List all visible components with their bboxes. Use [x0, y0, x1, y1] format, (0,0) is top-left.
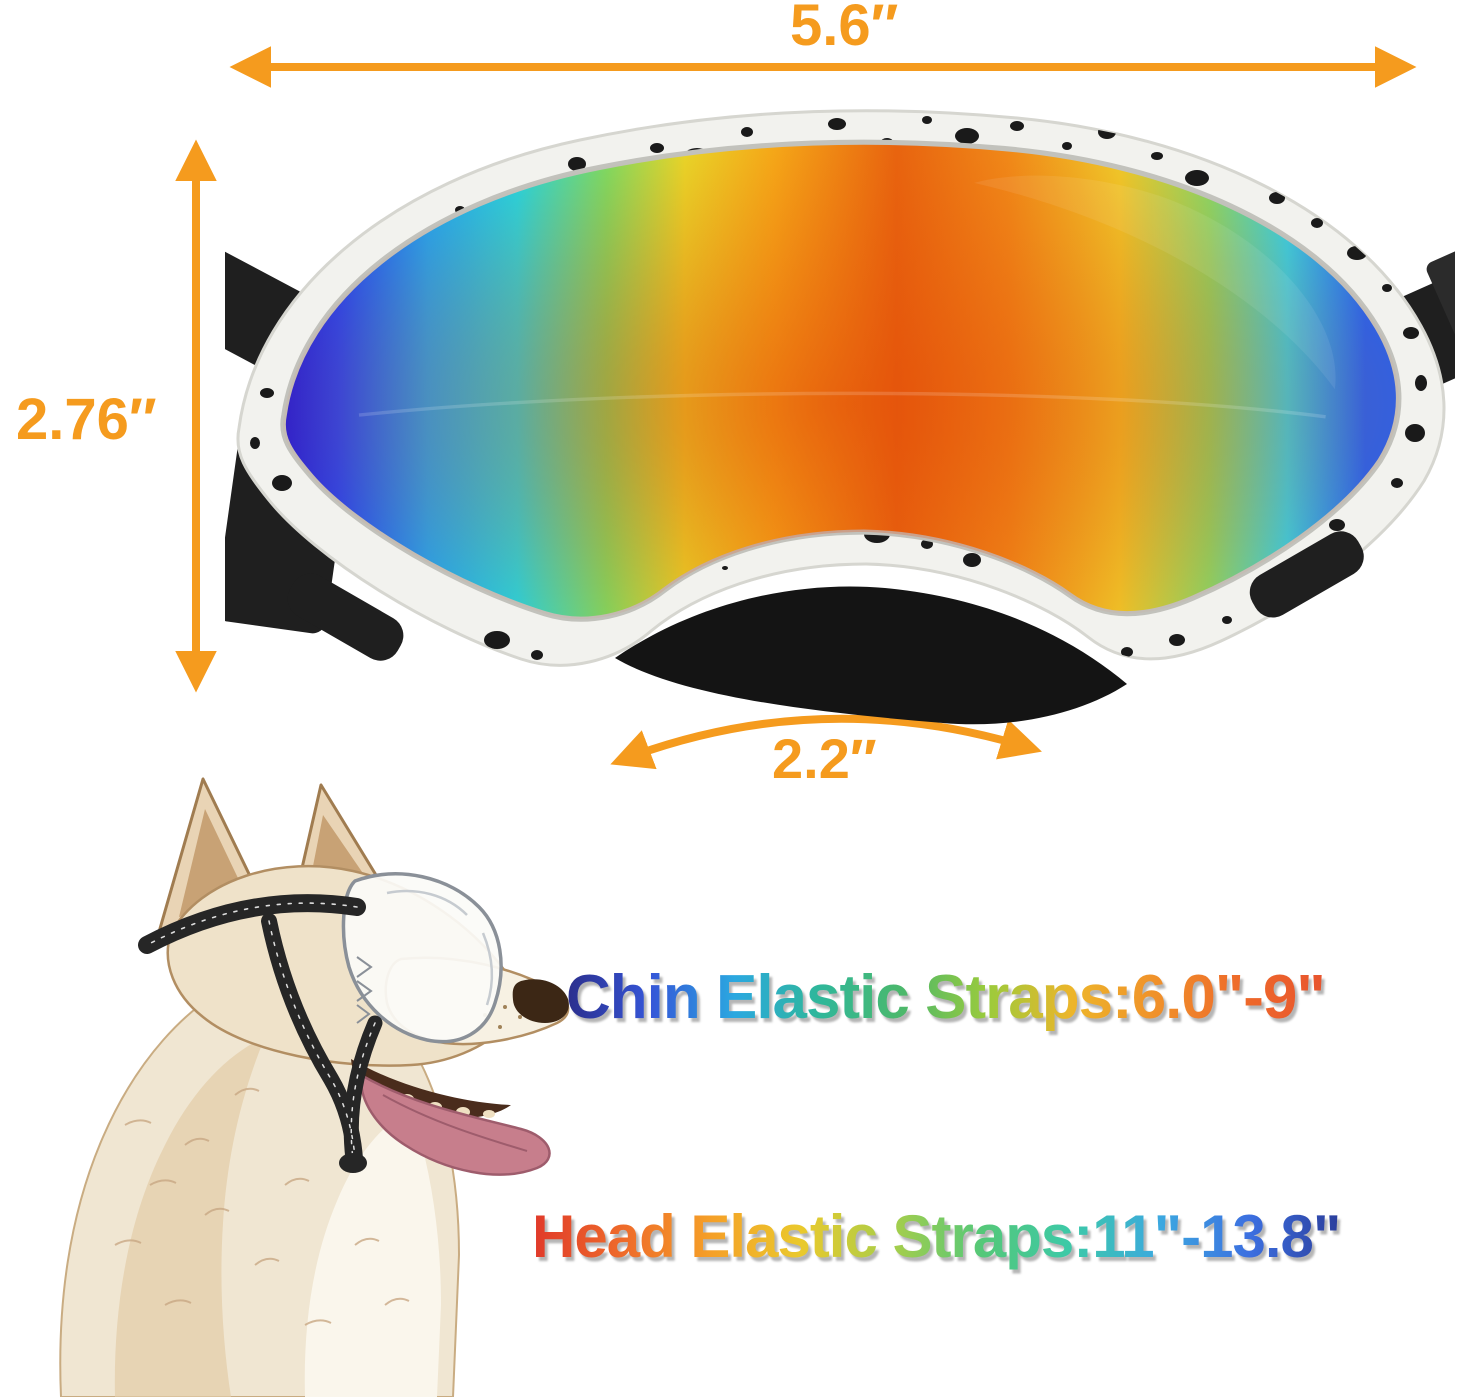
goggle-vent-hatching — [356, 956, 373, 1024]
dog-illustration — [59, 777, 570, 1397]
dog-chin-strap — [261, 913, 383, 1173]
goggle-reflections — [386, 889, 494, 1006]
bottom-strap-tabs — [287, 531, 1364, 661]
fur-strokes — [114, 1087, 410, 1326]
head-strap-spec: Head Elastic Straps:11"-13.8" — [532, 1203, 1341, 1270]
dog-goggle-lens — [341, 872, 503, 1044]
nose-bridge-label: 2.2″ — [772, 727, 877, 790]
dog-back-shading — [114, 1037, 265, 1397]
lens-width-label: 5.6″ — [790, 0, 899, 58]
foam-padding — [615, 586, 1127, 725]
dog-head-strap — [138, 894, 366, 954]
chin-strap-spec: Chin Elastic Straps:6.0"-9" — [566, 963, 1326, 1032]
goggles-illustration — [225, 109, 1455, 725]
dog-nose — [512, 979, 569, 1023]
tongue-crease — [382, 1094, 528, 1152]
dog-chest — [304, 1109, 441, 1397]
rainbow-lens — [280, 139, 1402, 622]
lens-height-label: 2.76″ — [16, 387, 157, 452]
dog-tongue — [359, 1072, 551, 1176]
